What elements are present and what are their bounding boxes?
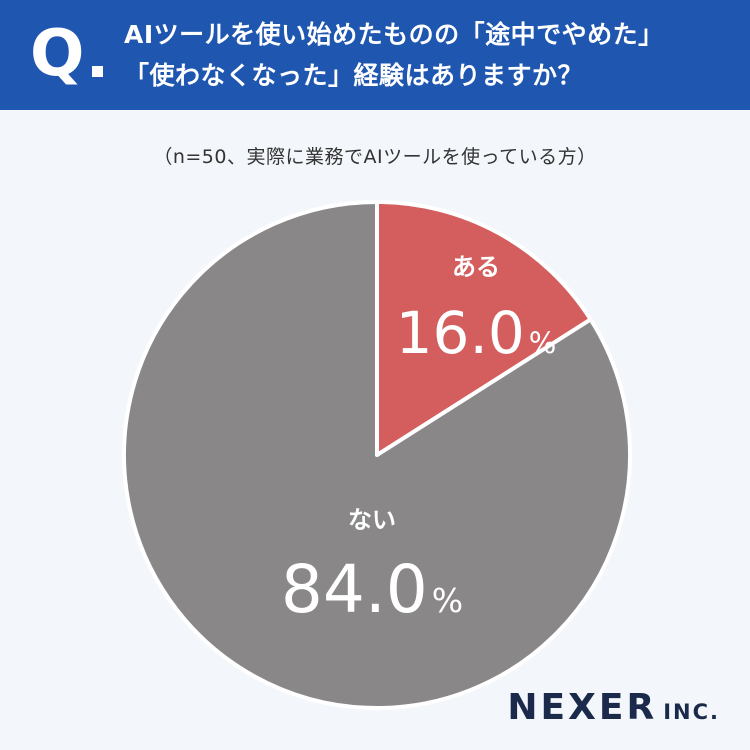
slice-label-1: ない (348, 506, 396, 534)
question-line-2: 「使わなくなった」経験はありますか？ (124, 61, 584, 90)
q-mark: Q (30, 17, 85, 91)
slice-value-unit-1: % (432, 581, 463, 620)
slice-value-0: 16.0% (396, 299, 557, 367)
pie-slice-0 (375, 200, 593, 457)
q-dot-decoration (92, 66, 103, 77)
nexer-logo: NEXER INC. (507, 687, 720, 728)
sample-note: （n=50、実際に業務でAIツールを使っている方） (153, 146, 597, 168)
slice-value-number-0: 16.0 (396, 299, 525, 367)
logo-main: NEXER (507, 687, 658, 728)
slice-value-number-1: 84.0 (281, 551, 428, 628)
pie-slices (122, 200, 632, 710)
question-header: Q AIツールを使い始めたものの「途中でやめた」 「使わなくなった」経験はありま… (0, 0, 750, 110)
slice-value-unit-0: % (529, 326, 557, 360)
pie-labels: ある 16.0 % ない 84.0% (281, 253, 557, 628)
slice-label-0: ある (452, 253, 500, 281)
logo-sub: INC. (663, 700, 720, 724)
question-text: AIツールを使い始めたものの「途中でやめた」 「使わなくなった」経験はありますか… (124, 14, 734, 96)
pie-slice-1 (122, 200, 632, 710)
question-line-1: AIツールを使い始めたものの「途中でやめた」 (124, 20, 664, 49)
slice-value-1: 84.0% (281, 551, 463, 628)
